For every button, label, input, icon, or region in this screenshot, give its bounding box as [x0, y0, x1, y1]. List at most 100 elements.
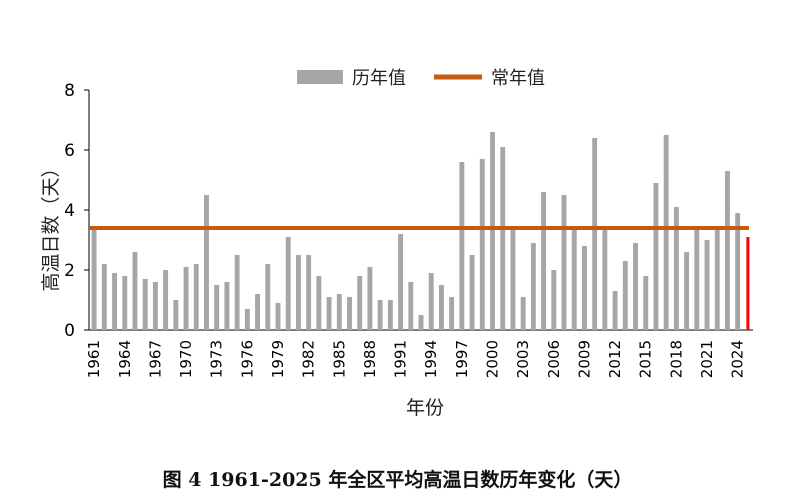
y-tick-label: 2 — [64, 261, 75, 281]
bar-2008 — [571, 228, 577, 330]
x-tick-label: 1976 — [238, 340, 256, 378]
bar-1988 — [367, 267, 373, 330]
figure-caption: 图 4 1961-2025 年全区平均高温日数历年变化（天） — [162, 469, 633, 491]
bar-2002 — [510, 228, 516, 330]
bar-2019 — [684, 252, 690, 330]
bar-2013 — [622, 261, 628, 330]
bar-2003 — [520, 297, 526, 330]
x-tick-label: 1964 — [116, 340, 134, 378]
y-tick-label: 8 — [64, 81, 75, 101]
x-tick-label: 1988 — [361, 340, 379, 378]
bar-1992 — [408, 282, 414, 330]
x-tick-label: 2015 — [637, 340, 655, 378]
bar-2018 — [673, 207, 679, 330]
bar-1974 — [224, 282, 230, 330]
bar-2015 — [643, 276, 649, 330]
bar-2016 — [653, 183, 659, 330]
bar-1975 — [234, 255, 240, 330]
bar-2012 — [612, 291, 618, 330]
x-tick-label: 2012 — [606, 340, 624, 378]
x-tick-label: 2018 — [667, 340, 685, 378]
bar-1968 — [163, 270, 169, 330]
bar-1985 — [336, 294, 342, 330]
bar-2007 — [561, 195, 567, 330]
bar-2000 — [490, 132, 495, 330]
x-tick-label: 1997 — [453, 340, 471, 378]
x-tick-label: 1994 — [422, 340, 440, 378]
bar-1970 — [183, 267, 189, 330]
bar-1983 — [316, 276, 322, 330]
bar-1994 — [428, 273, 434, 330]
x-tick-label: 1970 — [177, 340, 195, 378]
bar-2014 — [633, 243, 638, 330]
bar-1995 — [438, 285, 444, 330]
bar-1969 — [173, 300, 179, 330]
x-tick-label: 1985 — [330, 340, 348, 378]
bar-1982 — [306, 255, 312, 330]
bar-2017 — [663, 135, 669, 330]
bar-2009 — [581, 246, 587, 330]
bar-1976 — [244, 309, 250, 330]
bar-1977 — [255, 294, 261, 330]
bar-1997 — [459, 162, 465, 330]
bar-2006 — [551, 270, 557, 330]
x-tick-label: 1979 — [269, 340, 287, 378]
x-tick-label: 1967 — [146, 340, 164, 378]
bar-1971 — [193, 264, 199, 330]
y-tick-label: 6 — [64, 141, 75, 161]
bar-1972 — [204, 195, 209, 330]
y-axis-title: 高温日数（天） — [40, 158, 62, 291]
bar-2022 — [714, 228, 720, 330]
x-tick-label: 1961 — [85, 340, 103, 378]
legend-line-label: 常年值 — [491, 68, 545, 89]
x-tick-label: 2003 — [514, 340, 532, 378]
y-tick-label: 0 — [64, 321, 75, 341]
bar-1998 — [469, 255, 475, 330]
bar-1965 — [132, 252, 138, 330]
x-axis-title: 年份 — [406, 397, 444, 419]
bar-1989 — [377, 300, 383, 330]
x-tick-label: 2000 — [484, 340, 502, 378]
bar-1993 — [418, 315, 424, 330]
bar-2010 — [592, 138, 598, 330]
bar-2024 — [735, 213, 741, 330]
bar-2004 — [530, 243, 536, 330]
x-tick-label: 2024 — [729, 340, 747, 378]
x-tick-label: 2006 — [545, 340, 563, 378]
bar-1962 — [101, 264, 107, 330]
bar-1979 — [275, 303, 281, 330]
bar-1996 — [449, 297, 455, 330]
x-tick-label: 1991 — [392, 340, 410, 378]
bar-1980 — [285, 237, 291, 330]
bar-1978 — [265, 264, 271, 330]
bar-1967 — [152, 282, 158, 330]
bar-1963 — [112, 273, 117, 330]
bar-2001 — [500, 147, 506, 330]
legend-bar-swatch — [297, 70, 343, 84]
bar-2023 — [725, 171, 730, 330]
y-tick-label: 4 — [64, 201, 75, 221]
x-tick-label: 1982 — [300, 340, 318, 378]
bar-1991 — [398, 234, 404, 330]
bar-2025 — [746, 237, 750, 330]
bar-1999 — [479, 159, 485, 330]
x-tick-label: 1973 — [208, 340, 226, 378]
bar-1987 — [357, 276, 363, 330]
legend-bar-label: 历年值 — [352, 68, 406, 89]
bar-2020 — [694, 228, 700, 330]
bar-1984 — [326, 297, 332, 330]
bar-1961 — [91, 228, 97, 330]
x-tick-label: 2021 — [698, 340, 716, 378]
bar-1981 — [295, 255, 301, 330]
bar-1966 — [142, 279, 148, 330]
bar-1973 — [214, 285, 220, 330]
bar-2021 — [704, 240, 710, 330]
bar-1990 — [387, 300, 393, 330]
bar-1964 — [122, 276, 128, 330]
legend: 历年值 常年值 — [297, 68, 545, 89]
x-tick-label: 2009 — [575, 340, 593, 378]
plot-area: 0 2 4 6 8 1961 1964 1967 1970 1973 1976 1979 1982 198… — [64, 81, 753, 378]
bar-1986 — [347, 297, 352, 330]
chart: 历年值 常年值 高温日数（天） 年份 0 2 4 6 8 1961 1964 1967 1970… — [40, 68, 753, 419]
bar-2011 — [602, 228, 608, 330]
